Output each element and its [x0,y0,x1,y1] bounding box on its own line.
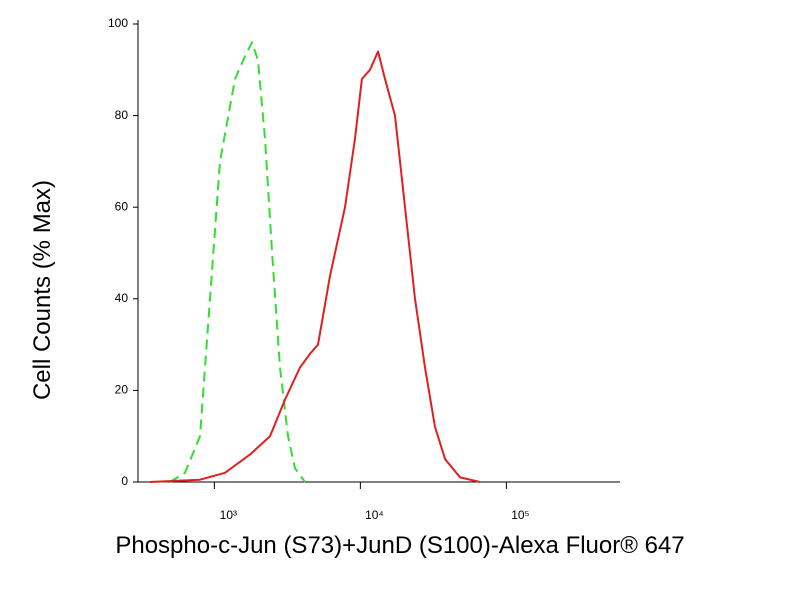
y-tick-label: 20 [115,383,129,397]
x-tick-label: 10³ [220,508,237,522]
series-line [169,41,306,483]
y-axis-label: Cell Counts (% Max) [29,180,56,400]
series-line [149,50,481,483]
y-tick-label: 100 [108,16,128,30]
y-tick-label: 0 [121,474,128,488]
x-tick-label: 10⁴ [365,508,384,522]
x-axis-label: Phospho-c-Jun (S73)+JunD (S100)-Alexa Fl… [115,532,685,559]
y-tick-label: 80 [115,108,129,122]
y-tick-label: 40 [115,291,129,305]
y-tick-label: 60 [115,199,129,213]
x-tick-label: 10⁵ [511,508,529,522]
